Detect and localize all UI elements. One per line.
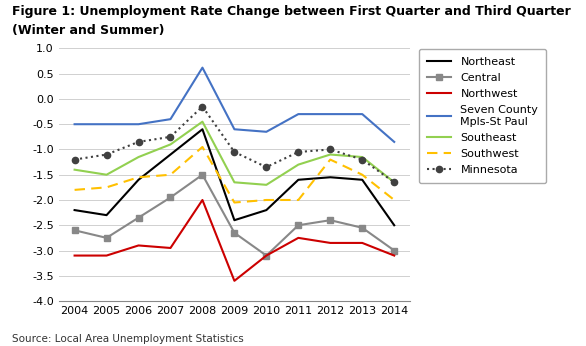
Text: Figure 1: Unemployment Rate Change between First Quarter and Third Quarter: Figure 1: Unemployment Rate Change betwe…: [12, 5, 570, 18]
Legend: Northeast, Central, Northwest, Seven County
Mpls-St Paul, Southeast, Southwest, : Northeast, Central, Northwest, Seven Cou…: [419, 49, 546, 183]
Text: Source: Local Area Unemployment Statistics: Source: Local Area Unemployment Statisti…: [12, 334, 243, 344]
Text: (Winter and Summer): (Winter and Summer): [12, 24, 164, 37]
